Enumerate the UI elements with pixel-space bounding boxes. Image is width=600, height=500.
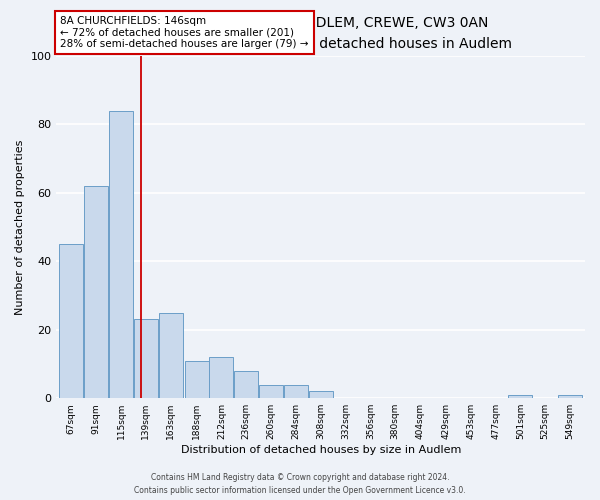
- Bar: [158, 312, 182, 398]
- Bar: [109, 110, 133, 398]
- Text: 8A CHURCHFIELDS: 146sqm
← 72% of detached houses are smaller (201)
28% of semi-d: 8A CHURCHFIELDS: 146sqm ← 72% of detache…: [60, 16, 308, 49]
- Bar: [234, 371, 258, 398]
- Title: 8A, CHURCHFIELDS, AUDLEM, CREWE, CW3 0AN
Size of property relative to detached h: 8A, CHURCHFIELDS, AUDLEM, CREWE, CW3 0AN…: [129, 16, 512, 50]
- Bar: [59, 244, 83, 398]
- Bar: [185, 360, 209, 398]
- Bar: [134, 320, 158, 398]
- Text: Contains HM Land Registry data © Crown copyright and database right 2024.
Contai: Contains HM Land Registry data © Crown c…: [134, 474, 466, 495]
- Bar: [309, 392, 333, 398]
- Y-axis label: Number of detached properties: Number of detached properties: [15, 140, 25, 314]
- X-axis label: Distribution of detached houses by size in Audlem: Distribution of detached houses by size …: [181, 445, 461, 455]
- Bar: [259, 384, 283, 398]
- Bar: [209, 357, 233, 398]
- Bar: [508, 395, 532, 398]
- Bar: [84, 186, 108, 398]
- Bar: [284, 384, 308, 398]
- Bar: [558, 395, 582, 398]
